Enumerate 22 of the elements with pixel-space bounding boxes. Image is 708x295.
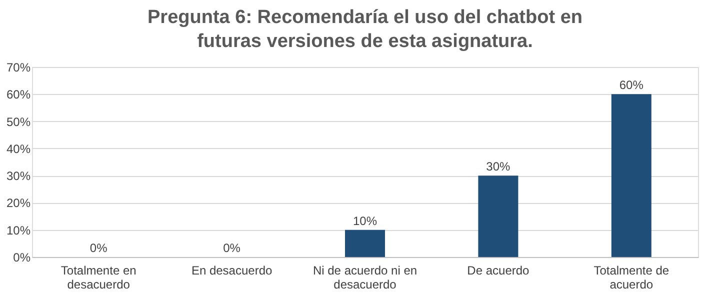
y-tick-label: 30% <box>6 169 31 184</box>
x-tick-label: Ni de acuerdo ni en desacuerdo <box>312 264 418 292</box>
x-tick-label: En desacuerdo <box>191 264 272 278</box>
data-label: 30% <box>486 160 511 174</box>
y-tick-label: 40% <box>6 142 31 156</box>
y-tick-label: 70% <box>6 60 31 74</box>
y-tick-label: 60% <box>6 88 31 102</box>
x-tick-label: Totalmente en desacuerdo <box>60 264 136 292</box>
data-label: 0% <box>223 241 241 255</box>
y-tick-label: 50% <box>6 114 31 129</box>
y-tick-label: 10% <box>6 223 31 238</box>
data-label: 60% <box>619 78 644 92</box>
y-tick-label: 0% <box>13 250 31 264</box>
x-tick-label: Totalmente de acuerdo <box>594 264 670 292</box>
bar <box>611 94 652 257</box>
y-tick-label: 20% <box>6 196 31 210</box>
x-tick-label: De acuerdo <box>467 264 530 278</box>
bar <box>345 230 385 257</box>
data-label: 0% <box>90 241 108 255</box>
bar <box>478 176 518 257</box>
chart-title: Pregunta 6: Recomendaría el uso del chatbot en futuras versiones de esta asignatura. <box>148 7 582 52</box>
data-label: 10% <box>352 214 378 228</box>
